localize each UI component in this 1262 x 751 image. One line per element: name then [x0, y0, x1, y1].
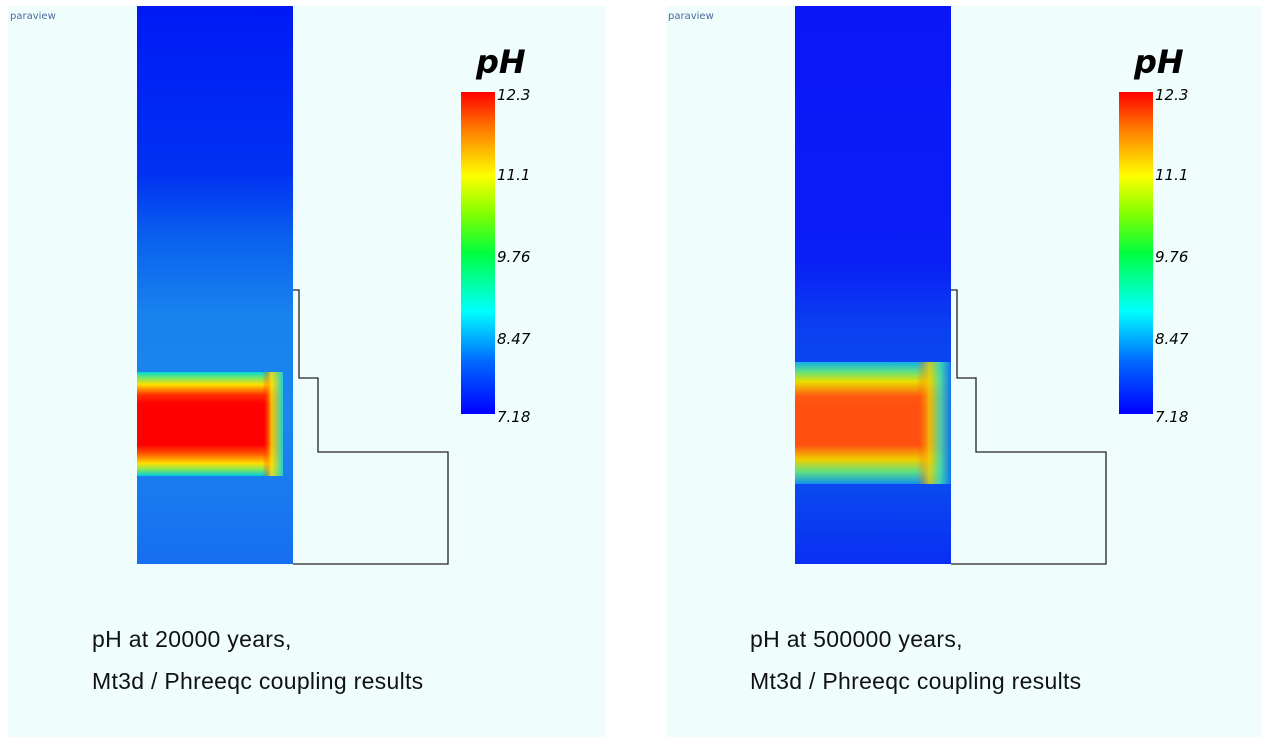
caption-line-2: Mt3d / Phreeqc coupling results	[750, 668, 1082, 694]
colorbar-tick: 11.1	[497, 166, 531, 184]
caption-line-2: Mt3d / Phreeqc coupling results	[92, 668, 424, 694]
colorbar-tick-max: 12.3	[497, 86, 531, 104]
colorbar	[1119, 92, 1153, 414]
simulation-panel-500000-years: paraview	[666, 6, 1262, 737]
ph-field-view	[795, 6, 1107, 565]
colorbar-tick-min: 7.18	[497, 408, 531, 426]
caption-line-1: pH at 20000 years,	[92, 626, 292, 652]
colorbar-tick: 9.76	[1155, 248, 1189, 266]
colorbar-tick-min: 7.18	[1155, 408, 1189, 426]
ph-column	[137, 6, 293, 564]
colorbar-tick: 8.47	[497, 330, 531, 348]
high-ph-zone-edge	[137, 372, 283, 476]
colorbar-tick: 9.76	[497, 248, 531, 266]
simulation-panel-20000-years: paraview	[8, 6, 606, 737]
high-ph-zone-edge	[795, 362, 951, 484]
caption-line-1: pH at 500000 years,	[750, 626, 963, 652]
paraview-brand: paraview	[668, 11, 714, 22]
colorbar-tick: 11.1	[1155, 166, 1189, 184]
colorbar	[461, 92, 495, 414]
colorbar-title: pH	[476, 43, 526, 81]
colorbar-title: pH	[1134, 43, 1184, 81]
domain-outline	[951, 289, 1107, 565]
paraview-brand: paraview	[10, 11, 56, 22]
colorbar-tick: 8.47	[1155, 330, 1189, 348]
domain-outline	[293, 289, 449, 565]
colorbar-tick-max: 12.3	[1155, 86, 1189, 104]
ph-field-view	[137, 6, 449, 565]
